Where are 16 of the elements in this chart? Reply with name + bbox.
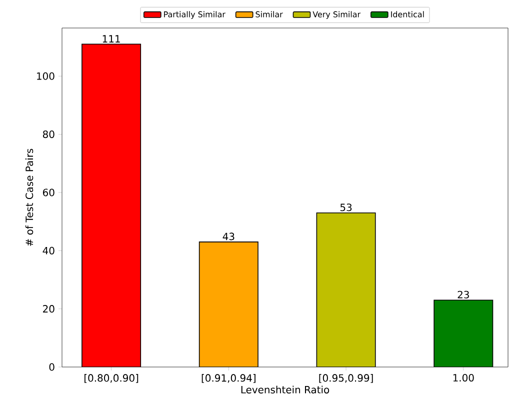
data-label: 43: [222, 232, 234, 240]
data-label: 23: [458, 290, 469, 298]
x-tick-label: [0.91,0.94]: [202, 374, 256, 383]
x-tick-label: [0.80,0.90]: [84, 374, 138, 383]
y-tick-label: 40: [42, 246, 54, 254]
x-tick-label: [0.95,0.99]: [319, 374, 373, 383]
y-tick-label: 20: [43, 305, 54, 313]
x-axis-title: Levenshtein Ratio: [241, 386, 330, 394]
y-tick-label: 0: [49, 363, 54, 371]
y-tick-label: 100: [37, 72, 54, 80]
y-tick-label: 80: [42, 130, 54, 138]
data-label: 111: [102, 35, 120, 42]
y-axis-title: # of Test Case Pairs: [25, 148, 34, 246]
data-label: 53: [340, 204, 352, 212]
y-tick-label: 60: [43, 188, 54, 196]
x-tick-label: 1.00: [453, 374, 474, 382]
